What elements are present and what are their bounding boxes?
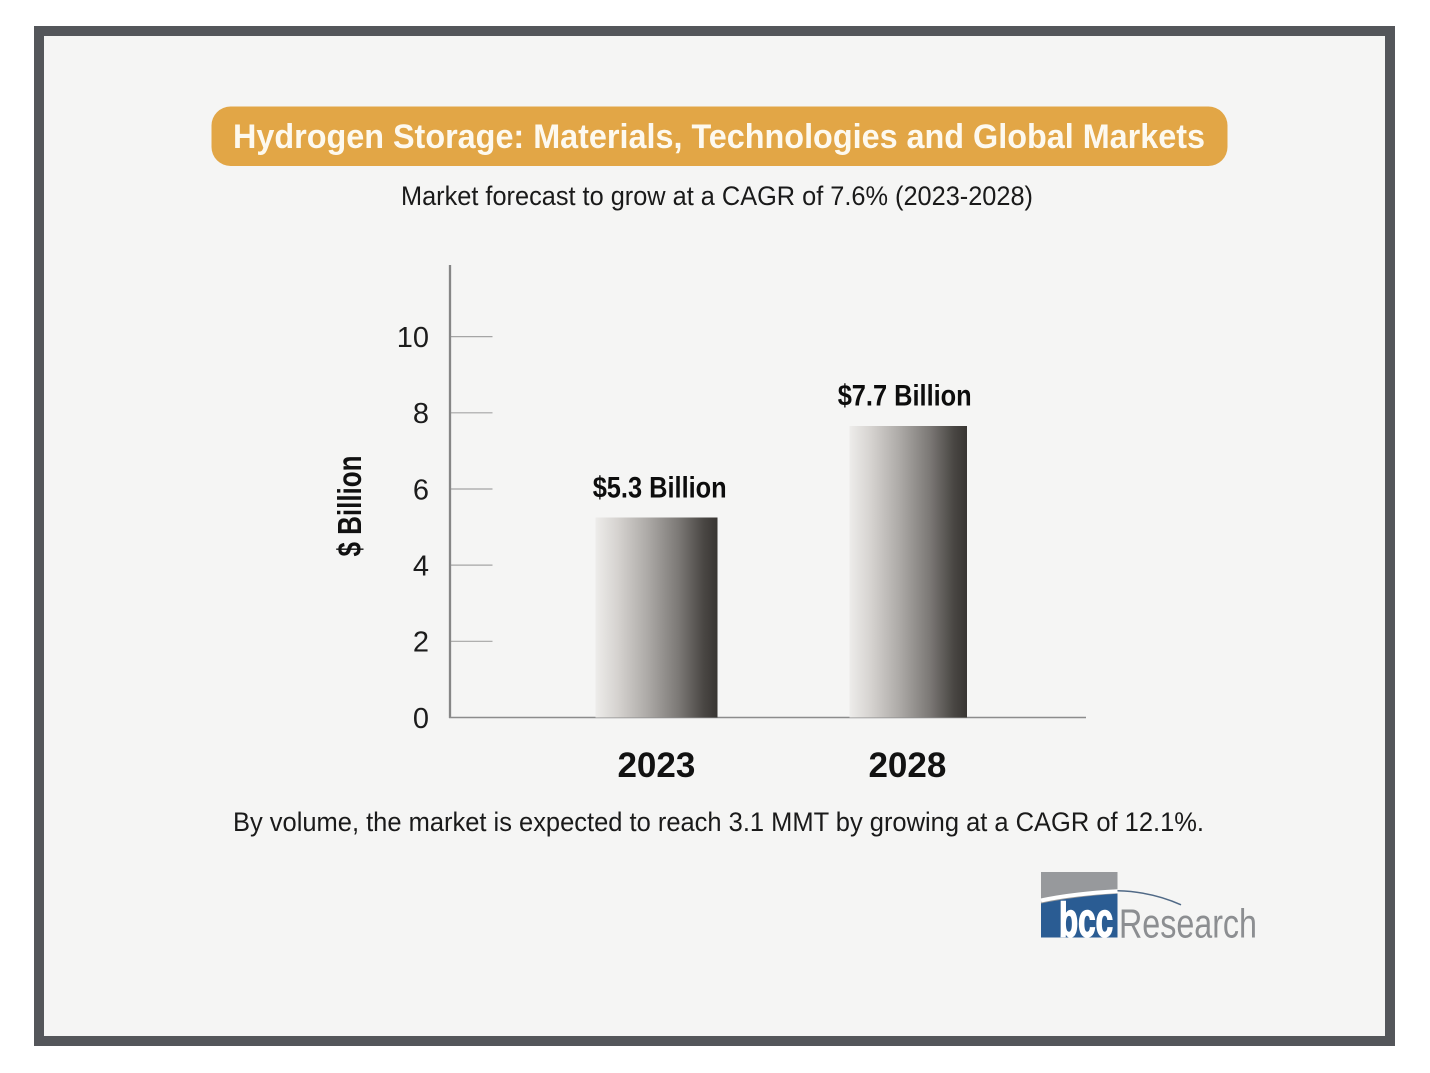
svg-text:Research: Research (1119, 900, 1257, 946)
svg-text:bcc: bcc (1059, 895, 1113, 948)
svg-text:2028: 2028 (868, 746, 946, 785)
svg-text:$5.3 Billion: $5.3 Billion (593, 472, 727, 505)
svg-text:By volume, the market is expec: By volume, the market is expected to rea… (233, 807, 1204, 837)
svg-text:2: 2 (413, 627, 429, 659)
svg-text:10: 10 (397, 322, 429, 354)
svg-text:$7.7 Billion: $7.7 Billion (838, 379, 972, 412)
svg-text:4: 4 (413, 551, 429, 583)
svg-text:Market forecast to grow at a C: Market forecast to grow at a CAGR of 7.6… (401, 181, 1033, 211)
svg-text:Hydrogen Storage: Materials, T: Hydrogen Storage: Materials, Technologie… (233, 118, 1205, 156)
svg-text:8: 8 (413, 398, 429, 430)
svg-text:$ Billion: $ Billion (331, 456, 368, 557)
svg-text:6: 6 (413, 474, 429, 506)
svg-text:0: 0 (413, 703, 429, 735)
svg-text:2023: 2023 (617, 746, 695, 785)
